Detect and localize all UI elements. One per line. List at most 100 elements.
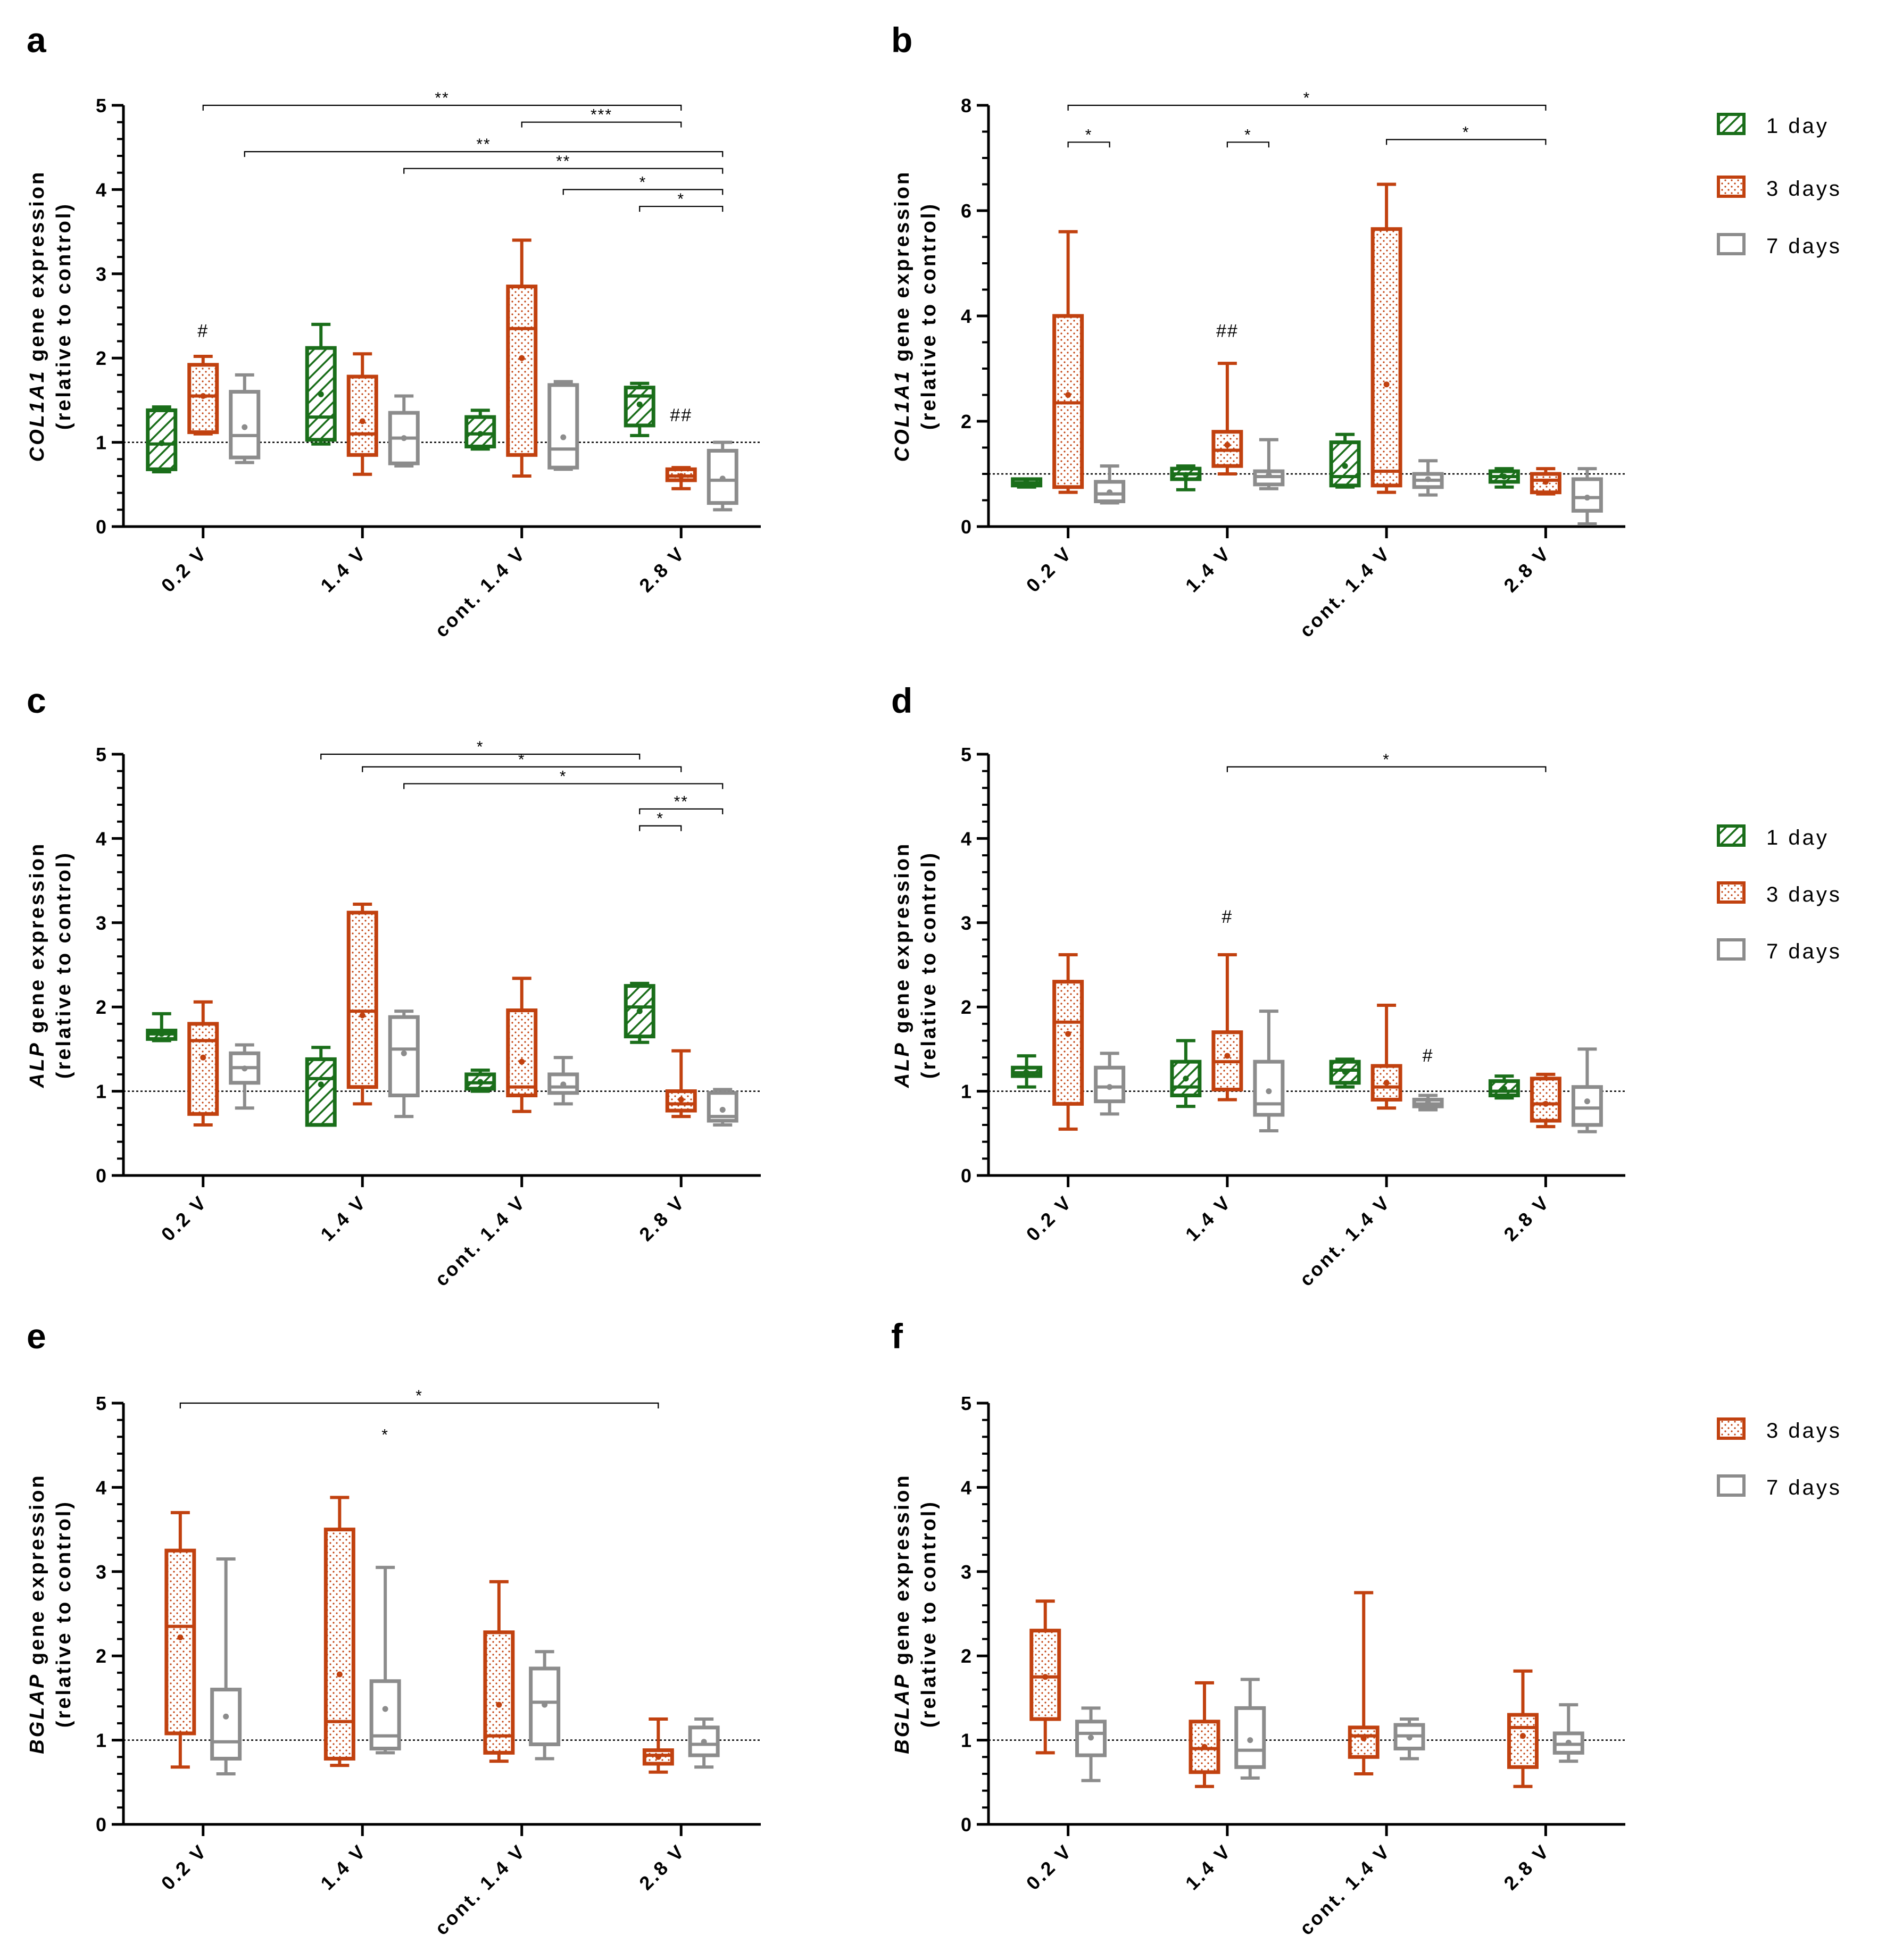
box-1-day-1-4-v (305, 1046, 337, 1127)
y-axis-title-line2: (relative to control) (53, 1500, 75, 1728)
star-annotation: * (381, 1426, 389, 1444)
box-mean (359, 418, 365, 424)
box-mean (159, 440, 165, 446)
y-axis-title: BGLAP gene expression (26, 1473, 48, 1754)
y-axis-title-rest: gene expression (26, 170, 48, 369)
y-tick-label: 0 (96, 516, 106, 538)
x-tick-label-cont-1-4-v: cont. 1.4 V (430, 1191, 530, 1290)
box-7-days-1-4-v (1253, 438, 1285, 490)
box-iqr (1530, 1077, 1561, 1123)
x-tick-label-2-8-v: 2.8 V (1499, 1191, 1554, 1246)
significance-bracket: * (179, 1387, 659, 1408)
box-7-days-1-4-v (369, 1565, 401, 1755)
box-mean (382, 1706, 388, 1712)
bracket-label: * (1463, 123, 1470, 141)
box-3-days-0-2-v (164, 1511, 196, 1769)
bracket-line (179, 1402, 659, 1408)
box-iqr (624, 386, 655, 428)
bracket-label: * (560, 768, 567, 785)
x-tick-label-cont-1-4-v: cont. 1.4 V (430, 542, 530, 641)
box-3-days-0-2-v (187, 1000, 219, 1127)
box-7-days-cont-1-4-v (1412, 1094, 1444, 1112)
box-mean (1383, 381, 1390, 388)
bracket-label: ** (556, 153, 570, 170)
chart-panel-d: 0 1 2 3 4 5 ALP gene expression (relative to co… (891, 744, 1625, 1290)
box-3-days-2-8-v (1507, 1669, 1539, 1788)
x-tick-label-0-2-v: 0.2 V (1022, 542, 1077, 597)
box-7-days-cont-1-4-v (529, 1650, 561, 1761)
box-7-days-0-2-v (1094, 1052, 1126, 1116)
y-axis-title-rest: gene expression (891, 842, 913, 1041)
box-7-days-0-2-v (1094, 464, 1126, 505)
legend-swatch-3-days (1717, 881, 1746, 904)
box-7-days-0-2-v (210, 1557, 242, 1775)
y-tick-label: 2 (961, 996, 971, 1018)
y-tick-label: 4 (96, 179, 106, 201)
legend-label-3-days: 3 days (1766, 177, 1842, 201)
hash-annotation: # (197, 321, 209, 341)
box-mean (401, 435, 407, 441)
box-mean (1501, 473, 1507, 480)
panel-letter-f: f (891, 1316, 903, 1356)
box-iqr (1507, 1713, 1539, 1769)
bracket-label: ** (476, 136, 491, 153)
bracket-label: * (657, 810, 664, 828)
bracket-line (362, 766, 682, 772)
box-mean (1042, 1674, 1049, 1680)
box-mean (560, 434, 567, 440)
x-tick-label-cont-1-4-v: cont. 1.4 V (1295, 1840, 1394, 1939)
chart-panel-b: 0 2 4 6 8 COL1A1 gene expression (relative to … (891, 89, 1625, 641)
y-tick-label: 4 (961, 828, 971, 849)
box-mean (1183, 1075, 1189, 1082)
bracket-label: * (1303, 89, 1311, 107)
box-3-days-cont-1-4-v (483, 1580, 515, 1763)
box-3-days-1-4-v (346, 352, 378, 476)
box-1-day-1-4-v (1170, 464, 1202, 491)
box-mean (477, 1079, 484, 1085)
box-3-days-0-2-v (187, 355, 219, 436)
box-iqr (506, 285, 538, 457)
box-3-days-2-8-v (665, 466, 697, 490)
box-1-day-1-4-v (305, 322, 337, 446)
significance-bracket: * (562, 173, 724, 195)
box-iqr (464, 415, 496, 449)
legend-swatch-7-days (1717, 938, 1746, 961)
box-mean (1542, 1100, 1549, 1107)
box-mean (1201, 1744, 1208, 1750)
chart-panel-f: 0 1 2 3 4 5 BGLAP gene expression (relative to … (891, 1392, 1625, 1939)
box-1-day-1-4-v (1170, 1039, 1202, 1108)
x-tick-label-cont-1-4-v: cont. 1.4 V (1295, 1191, 1394, 1290)
box-iqr (547, 1072, 579, 1095)
box-3-days-2-8-v (665, 1049, 697, 1119)
y-tick-label: 4 (96, 1477, 106, 1498)
box-mean (1342, 463, 1348, 469)
y-axis-title-line2: (relative to control) (918, 851, 940, 1079)
y-tick-label: 0 (961, 1814, 971, 1836)
significance-bracket: * (1067, 126, 1110, 148)
legend-swatch-3-days (1717, 176, 1746, 198)
legend-item-1-day: 1 day (1717, 113, 1827, 138)
significance-bracket: * (1226, 126, 1269, 148)
legend-label-7-days: 7 days (1766, 235, 1842, 258)
x-tick-label-2-8-v: 2.8 V (1499, 1840, 1554, 1895)
y-axis-title-line2: (relative to control) (53, 202, 75, 430)
significance-bracket: * (1226, 751, 1547, 772)
box-iqr (547, 383, 579, 470)
box-mean (701, 1739, 707, 1745)
box-iqr (388, 1015, 420, 1098)
y-tick-label: 5 (96, 95, 106, 116)
y-axis-title-rest: gene expression (891, 1473, 913, 1672)
box-mean (359, 1012, 365, 1019)
x-tick-label-cont-1-4-v: cont. 1.4 V (430, 1840, 530, 1939)
box-mean (1342, 1069, 1348, 1075)
bracket-label: *** (591, 106, 612, 124)
box-3-days-1-4-v (323, 1496, 355, 1767)
box-mean (200, 1054, 206, 1061)
x-tick-label-1-4-v: 1.4 V (316, 542, 371, 597)
y-axis-title-rest: gene expression (26, 842, 48, 1041)
box-mean (1183, 472, 1189, 478)
box-mean (655, 1754, 661, 1760)
y-tick-label: 5 (961, 744, 971, 765)
box-mean (678, 473, 684, 479)
